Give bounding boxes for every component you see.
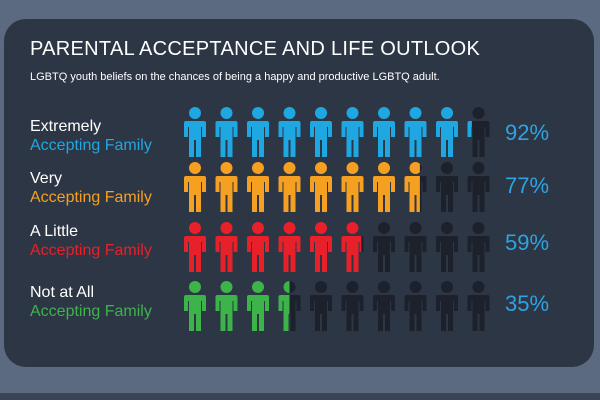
person-icon	[436, 162, 458, 212]
person-icon	[247, 222, 269, 272]
person-icon	[373, 107, 395, 157]
person-icon	[278, 281, 301, 331]
row-label-very: Very Accepting Family	[30, 169, 152, 207]
person-icon	[467, 281, 490, 331]
person-icon	[278, 222, 301, 272]
person-icon	[247, 107, 269, 157]
person-icon	[404, 162, 427, 212]
page-subtitle: LGBTQ youth beliefs on the chances of be…	[30, 71, 440, 83]
person-icon	[184, 107, 206, 157]
row-label-line1: Very	[30, 170, 63, 187]
person-icon	[215, 162, 238, 212]
person-icon	[373, 162, 395, 212]
row-label-line2: Accepting Family	[30, 137, 152, 154]
person-icon	[341, 107, 364, 157]
row-percent-extremely: 92%	[505, 120, 550, 145]
row-label-line1: Extremely	[30, 118, 102, 135]
row-label-line2: Accepting Family	[30, 242, 152, 259]
person-icon	[341, 162, 364, 212]
person-icon	[467, 162, 490, 212]
person-icon	[310, 107, 332, 157]
person-icon	[467, 222, 490, 272]
person-icon	[184, 281, 206, 331]
person-icon	[436, 107, 458, 157]
person-icon	[467, 107, 490, 157]
person-icon	[247, 281, 269, 331]
person-icon	[184, 162, 206, 212]
person-icon	[310, 222, 332, 272]
person-icon	[215, 281, 238, 331]
row-label-line1: Not at All	[30, 284, 95, 301]
person-icon	[215, 222, 238, 272]
row-label-line1: A Little	[30, 223, 79, 240]
row-percent-very: 77%	[505, 173, 550, 198]
person-icon	[373, 222, 395, 272]
person-icon	[436, 222, 458, 272]
row-percent-not-at-all: 35%	[505, 291, 550, 316]
person-icon	[215, 107, 238, 157]
person-icon	[436, 281, 458, 331]
person-icon	[404, 107, 427, 157]
person-icon	[341, 281, 364, 331]
row-label-a-little: A Little Accepting Family	[30, 222, 152, 260]
person-icon	[278, 107, 301, 157]
person-icon	[310, 162, 332, 212]
bottom-bar	[0, 393, 600, 400]
row-label-line2: Accepting Family	[30, 189, 152, 206]
person-icon	[184, 222, 206, 272]
row-label-line2: Accepting Family	[30, 303, 152, 320]
person-icon	[278, 162, 301, 212]
person-icon	[373, 281, 395, 331]
row-label-extremely: Extremely Accepting Family	[30, 117, 152, 155]
row-label-not-at-all: Not at All Accepting Family	[30, 283, 152, 321]
person-icon	[310, 281, 332, 331]
person-icon	[404, 281, 427, 331]
person-icon	[404, 222, 427, 272]
row-percent-a-little: 59%	[505, 230, 550, 255]
page-title: PARENTAL ACCEPTANCE AND LIFE OUTLOOK	[30, 38, 481, 60]
person-icon	[341, 222, 364, 272]
person-icon	[247, 162, 269, 212]
